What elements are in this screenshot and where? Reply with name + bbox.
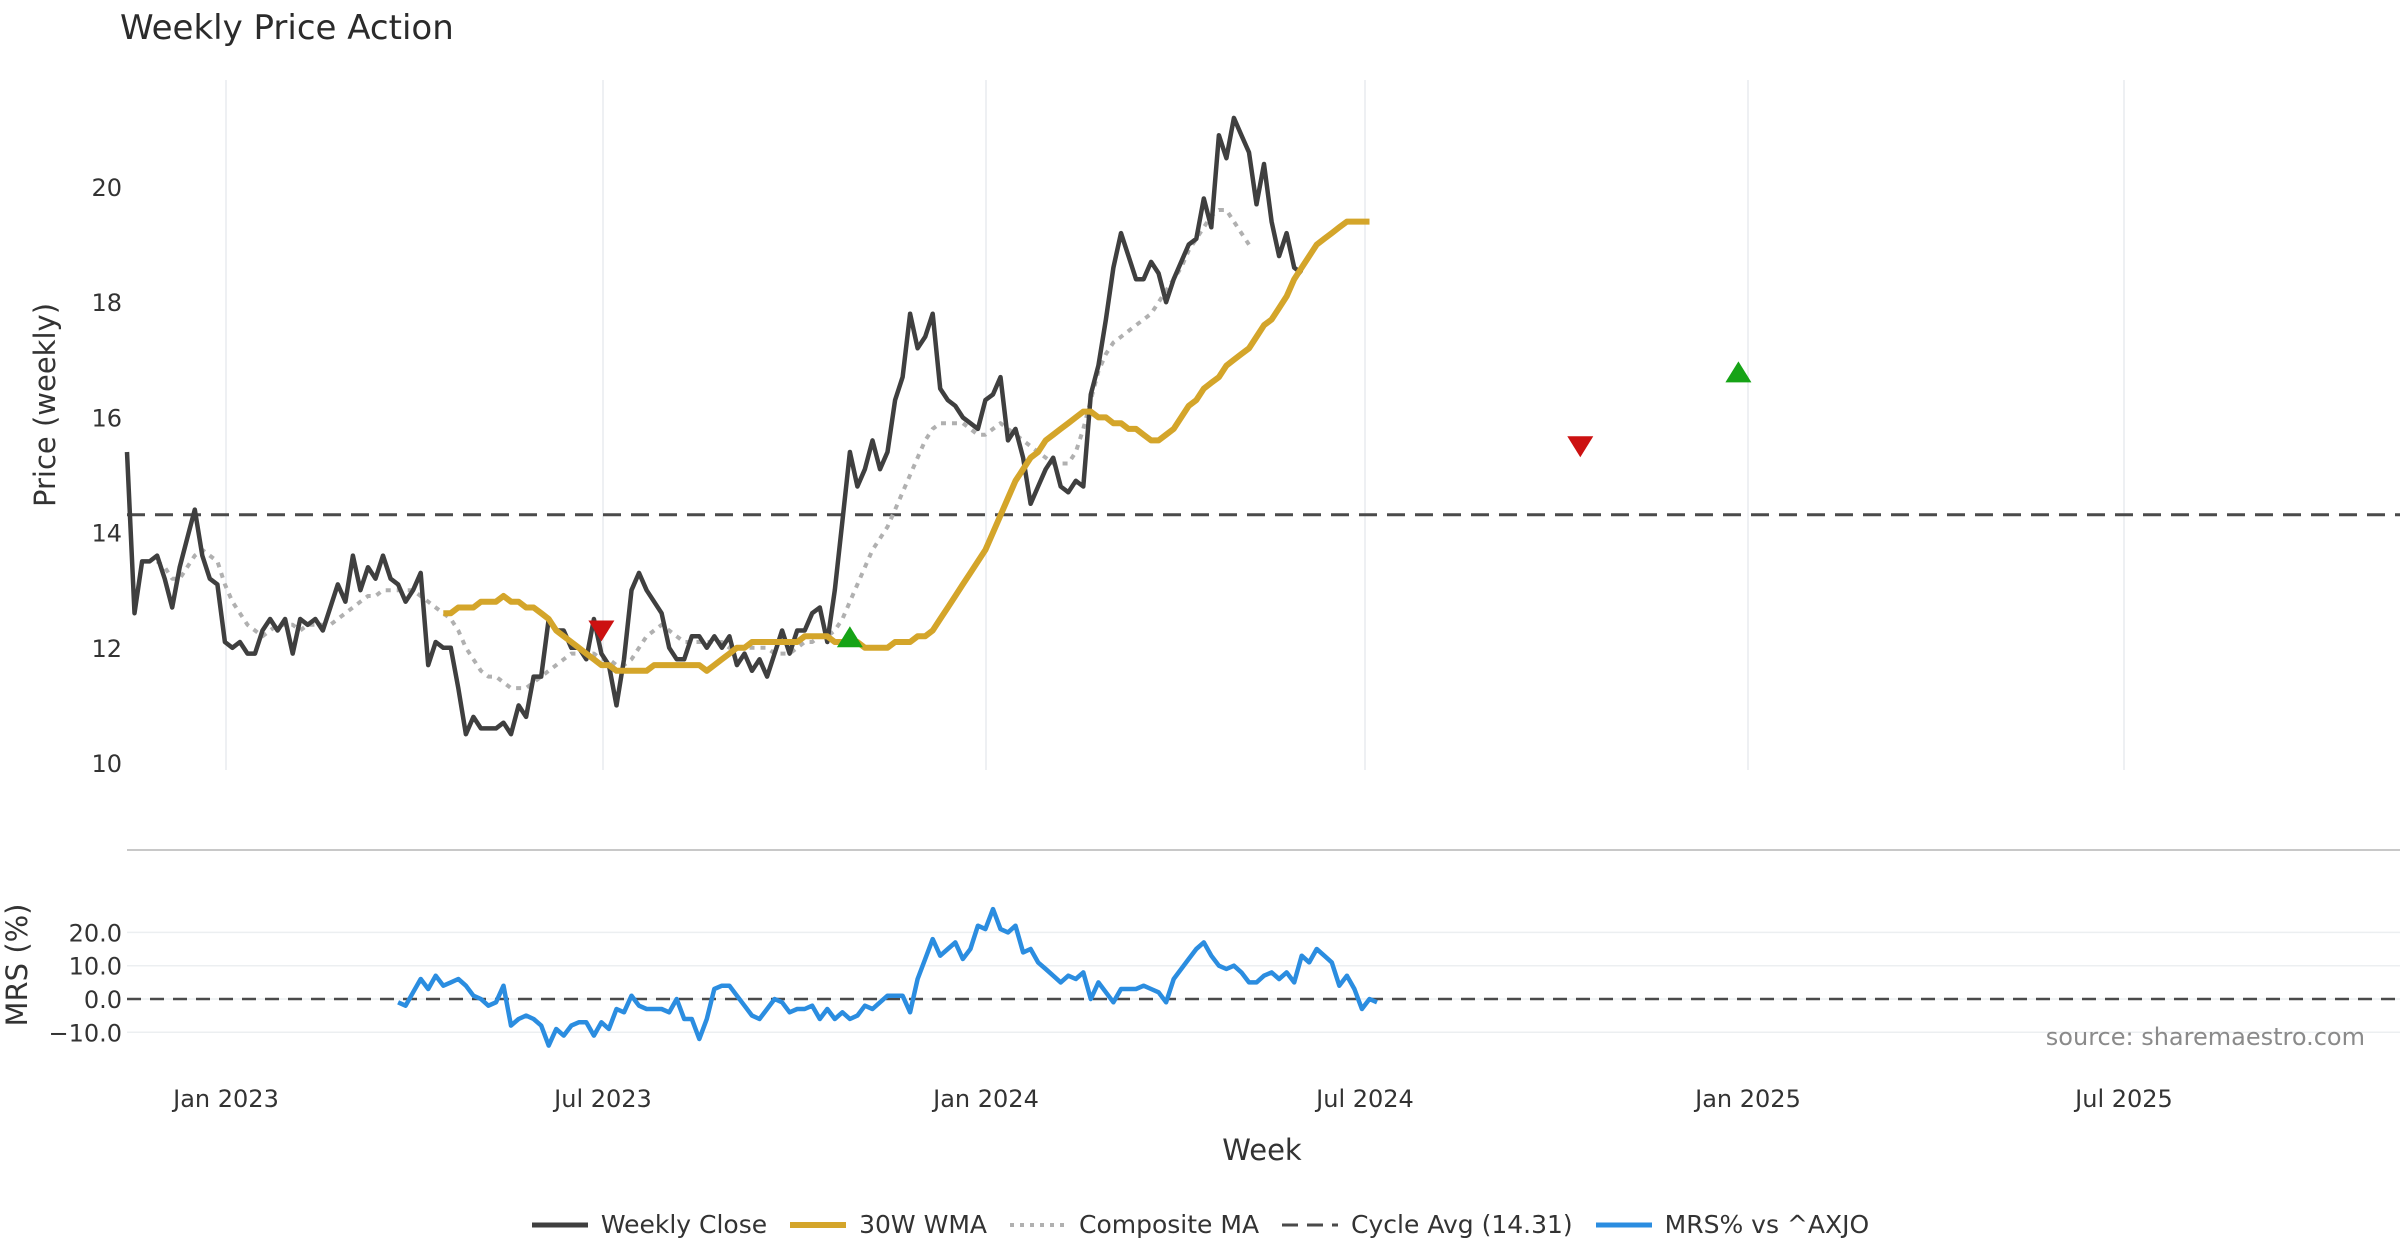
x-tick-label: Jul 2023 (552, 1085, 652, 1113)
legend-label-weekly-close: Weekly Close (600, 1210, 768, 1239)
source-label: source: sharemaestro.com (2046, 1023, 2365, 1051)
legend-item-wma: 30W WMA (789, 1210, 987, 1239)
price-y-tick-label: 14 (91, 520, 122, 548)
legend-line-weekly-close (531, 1222, 588, 1227)
mrs-y-tick-label: 0.0 (84, 986, 122, 1014)
mrs-line (397, 906, 1378, 1048)
mrs-y-tick-label: −10.0 (48, 1019, 122, 1047)
buy-signal-marker (836, 626, 863, 648)
price-y-tick-label: 10 (91, 750, 122, 778)
x-tick-label: Jul 2024 (1314, 1085, 1414, 1113)
price-y-tick-label: 12 (91, 635, 122, 663)
axis-layer: Jan 2023 Jul 2023 Jan 2024 Jul 2024 Jan 2025… (48, 174, 2172, 1113)
price-y-tick-label: 20 (91, 174, 122, 202)
buy-signal-marker (1725, 361, 1752, 383)
legend-line-cycle-avg (1282, 1223, 1339, 1226)
legend-item-mrs: MRS% vs ^AXJO (1595, 1210, 1870, 1239)
legend-label-cycle-avg: Cycle Avg (14.31) (1351, 1210, 1573, 1239)
legend-item-composite-ma: Composite MA (1009, 1210, 1259, 1239)
series-layer (124, 115, 2400, 1048)
sell-signal-marker (1567, 436, 1594, 458)
legend-line-wma (790, 1221, 847, 1228)
sell-signal-marker (588, 620, 615, 642)
weekly-close-line (124, 115, 1304, 737)
legend-item-cycle-avg: Cycle Avg (14.31) (1281, 1210, 1573, 1239)
x-tick-label: Jan 2023 (171, 1085, 279, 1113)
mrs-y-tick-label: 10.0 (69, 953, 122, 981)
wma-line (443, 218, 1370, 674)
x-axis-title: Week (1222, 1133, 1302, 1167)
legend: Weekly Close 30W WMA Composite MA Cycle … (0, 1210, 2400, 1239)
legend-line-mrs (1595, 1222, 1652, 1227)
composite-ma-line (155, 208, 1251, 691)
price-axis-title: Price (weekly) (28, 303, 62, 507)
x-tick-label: Jul 2025 (2073, 1085, 2173, 1113)
legend-line-composite-ma (1010, 1222, 1066, 1227)
chart-title: Weekly Price Action (120, 8, 454, 48)
x-tick-label: Jan 2025 (1693, 1085, 1801, 1113)
legend-label-wma: 30W WMA (859, 1210, 987, 1239)
legend-label-mrs: MRS% vs ^AXJO (1664, 1210, 1870, 1239)
mrs-y-tick-label: 20.0 (69, 919, 122, 947)
grid-layer (127, 80, 2400, 1034)
mrs-axis-title: MRS (%) (0, 904, 34, 1027)
legend-item-weekly-close: Weekly Close (531, 1210, 767, 1239)
price-y-tick-label: 18 (91, 289, 122, 317)
price-y-tick-label: 16 (91, 404, 122, 432)
legend-label-composite-ma: Composite MA (1079, 1210, 1260, 1239)
x-tick-label: Jan 2024 (931, 1085, 1039, 1113)
